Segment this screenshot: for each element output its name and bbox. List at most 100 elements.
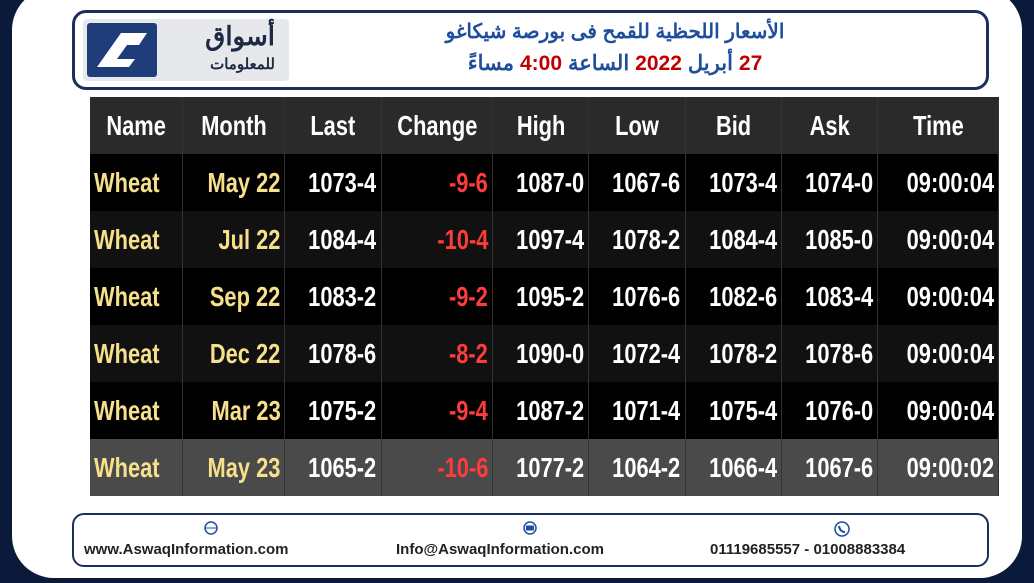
header-cell: Ask xyxy=(781,97,879,154)
cell: 1095-2 xyxy=(492,268,590,325)
cell: 09:00:02 xyxy=(877,439,1000,496)
cell-text: 1084-4 xyxy=(308,223,377,255)
cell-text: May 22 xyxy=(207,166,281,198)
cell-text: 1076-0 xyxy=(805,394,874,426)
title: الأسعار اللحظية للقمح فى بورصة شيكاغو xyxy=(445,21,785,43)
cell-text: 1066-4 xyxy=(708,451,777,483)
header-cell: High xyxy=(492,97,590,154)
cell-text: 1090-0 xyxy=(516,337,585,369)
header-text: Last xyxy=(310,109,356,141)
logo: أسواق للمعلومات xyxy=(83,19,289,81)
cell-text: 1073-4 xyxy=(708,166,777,198)
cell-text: 1072-4 xyxy=(612,337,681,369)
cell-text: 1071-4 xyxy=(612,394,681,426)
logo-name: أسواق xyxy=(205,21,275,51)
cell: 1085-0 xyxy=(781,211,879,268)
cell-text: Sep 22 xyxy=(209,280,281,312)
cell-text: 1075-4 xyxy=(708,394,777,426)
cell: 1078-6 xyxy=(781,325,879,382)
cell: 1076-6 xyxy=(588,268,686,325)
cell: Wheat xyxy=(90,268,183,325)
cell-text: 1075-2 xyxy=(308,394,377,426)
cell-text: 1065-2 xyxy=(308,451,377,483)
data-row: Wheat Mar 23 1075-2 -9-4 1087-2 1071-4 1075-4 1… xyxy=(90,382,1000,439)
cell: Wheat xyxy=(90,439,183,496)
cell-text: 1078-2 xyxy=(612,223,681,255)
globe-icon xyxy=(204,521,218,535)
cell-text: 1083-2 xyxy=(308,280,377,312)
cell: 1075-2 xyxy=(284,382,382,439)
cell: -9-2 xyxy=(381,268,494,325)
cell: 1078-2 xyxy=(588,211,686,268)
cell-text: 1083-4 xyxy=(805,280,874,312)
cell: 09:00:04 xyxy=(877,268,1000,325)
cell: 1087-0 xyxy=(492,154,590,211)
header-cell: Time xyxy=(877,97,1000,154)
cell: Sep 22 xyxy=(182,268,286,325)
cell: 1067-6 xyxy=(781,439,879,496)
cell: 09:00:04 xyxy=(877,325,1000,382)
cell: Jul 22 xyxy=(182,211,286,268)
cell-text: Wheat xyxy=(94,280,160,312)
cell: -9-4 xyxy=(381,382,494,439)
footer: www.AswaqInformation.com Info@AswaqInfor… xyxy=(72,513,989,567)
cell-text: 1084-4 xyxy=(708,223,777,255)
cell-text: Wheat xyxy=(94,394,160,426)
cell: 1090-0 xyxy=(492,325,590,382)
cell: May 23 xyxy=(182,439,286,496)
cell-text: -8-2 xyxy=(449,337,489,369)
data-row: Wheat May 22 1073-4 -9-6 1087-0 1067-6 1073-4 1… xyxy=(90,154,1000,211)
header-text: Low xyxy=(615,109,659,141)
cell: 1084-4 xyxy=(685,211,782,268)
cell: 1083-4 xyxy=(781,268,879,325)
cell: 1077-2 xyxy=(492,439,590,496)
mail-icon xyxy=(523,521,537,535)
phone-text: 01119685557 - 01008883384 xyxy=(710,541,906,558)
subtitle-part: 4:00 xyxy=(519,52,563,75)
cell: 1083-2 xyxy=(284,268,382,325)
cell-text: 09:00:02 xyxy=(906,451,995,483)
cell: 1073-4 xyxy=(685,154,782,211)
cell-text: 1076-6 xyxy=(612,280,681,312)
cell-text: 09:00:04 xyxy=(906,394,995,426)
subtitle-part: 2022 xyxy=(635,52,682,75)
header-row: Name Month Last Change High Low Bid Ask Time xyxy=(90,97,1000,154)
header-text: Name xyxy=(106,109,166,141)
website: www.AswaqInformation.com xyxy=(84,521,288,558)
cell: -9-6 xyxy=(381,154,494,211)
cell: Wheat xyxy=(90,325,183,382)
cell: 1066-4 xyxy=(685,439,782,496)
logo-icon xyxy=(87,23,157,77)
cell-text: May 23 xyxy=(207,451,281,483)
header-text: Time xyxy=(912,109,964,141)
phone-icon xyxy=(834,521,850,537)
cell: Wheat xyxy=(90,382,183,439)
title-box: أسواق للمعلومات الأسعار اللحظية للقمح فى… xyxy=(72,10,989,90)
cell-text: 09:00:04 xyxy=(906,280,995,312)
cell-text: Wheat xyxy=(94,166,160,198)
cell-text: 1095-2 xyxy=(516,280,585,312)
cell: 1074-0 xyxy=(781,154,879,211)
cell-text: 1087-2 xyxy=(516,394,585,426)
cell-text: 1078-6 xyxy=(805,337,874,369)
logo-subtitle: للمعلومات xyxy=(210,56,275,73)
header-cell: Month xyxy=(182,97,286,154)
header-text: Change xyxy=(396,109,477,141)
cell: 1076-0 xyxy=(781,382,879,439)
header-cell: Low xyxy=(588,97,686,154)
data-row: Wheat Sep 22 1083-2 -9-2 1095-2 1076-6 1082-6 1… xyxy=(90,268,1000,325)
cell-text: 1067-6 xyxy=(805,451,874,483)
cell: Dec 22 xyxy=(182,325,286,382)
header-cell: Bid xyxy=(685,97,782,154)
cell-text: -10-6 xyxy=(437,451,489,483)
header-cell: Last xyxy=(284,97,382,154)
cell-text: -10-4 xyxy=(437,223,489,255)
header-text: Month xyxy=(200,109,267,141)
subtitle: 27أبريل2022الساعة4:00مساءً xyxy=(315,51,915,76)
cell-text: 1077-2 xyxy=(516,451,585,483)
cell: Wheat xyxy=(90,211,183,268)
cell-text: 1064-2 xyxy=(612,451,681,483)
logo-mark xyxy=(97,33,147,67)
cell: 1078-6 xyxy=(284,325,382,382)
header-text: High xyxy=(516,109,566,141)
